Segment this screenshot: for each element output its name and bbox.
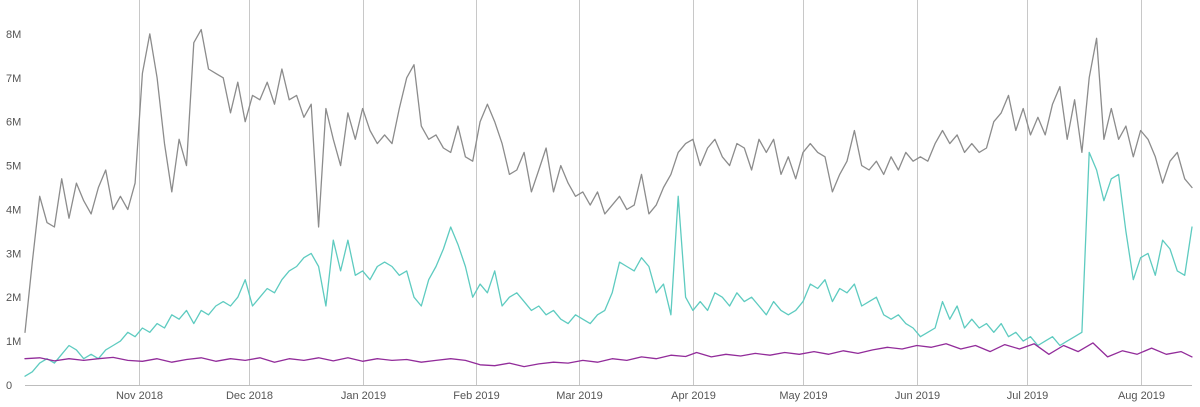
y-tick-label: 6M bbox=[6, 117, 21, 129]
x-tick-label: Jul 2019 bbox=[1007, 390, 1049, 402]
x-tick-label: Jan 2019 bbox=[341, 390, 386, 402]
grid bbox=[139, 0, 1142, 385]
x-tick-label: Mar 2019 bbox=[556, 390, 602, 402]
series-line-1 bbox=[24, 28, 1193, 333]
y-tick-label: 2M bbox=[6, 292, 21, 304]
x-tick-label: Feb 2019 bbox=[453, 390, 499, 402]
x-tick-label: Apr 2019 bbox=[671, 390, 716, 402]
y-tick-label: 8M bbox=[6, 29, 21, 41]
y-tick-label: 1M bbox=[6, 336, 21, 348]
y-tick-label: 7M bbox=[6, 73, 21, 85]
x-tick-label: Aug 2019 bbox=[1118, 390, 1165, 402]
y-tick-label: 4M bbox=[6, 204, 21, 216]
x-tick-label: Jun 2019 bbox=[895, 390, 940, 402]
x-tick-label: Nov 2018 bbox=[116, 390, 163, 402]
x-tick-label: May 2019 bbox=[779, 390, 827, 402]
axes: Nov 2018 Dec 2018 Jan 2019 Feb 2019 Mar 2019… bbox=[6, 29, 1192, 402]
y-tick-label: 5M bbox=[6, 161, 21, 173]
series-group bbox=[24, 28, 1193, 377]
series-line-3 bbox=[24, 342, 1193, 368]
series-line-2 bbox=[24, 151, 1193, 377]
y-tick-label: 0 bbox=[6, 380, 12, 392]
x-tick-label: Dec 2018 bbox=[226, 390, 273, 402]
y-tick-label: 3M bbox=[6, 248, 21, 260]
